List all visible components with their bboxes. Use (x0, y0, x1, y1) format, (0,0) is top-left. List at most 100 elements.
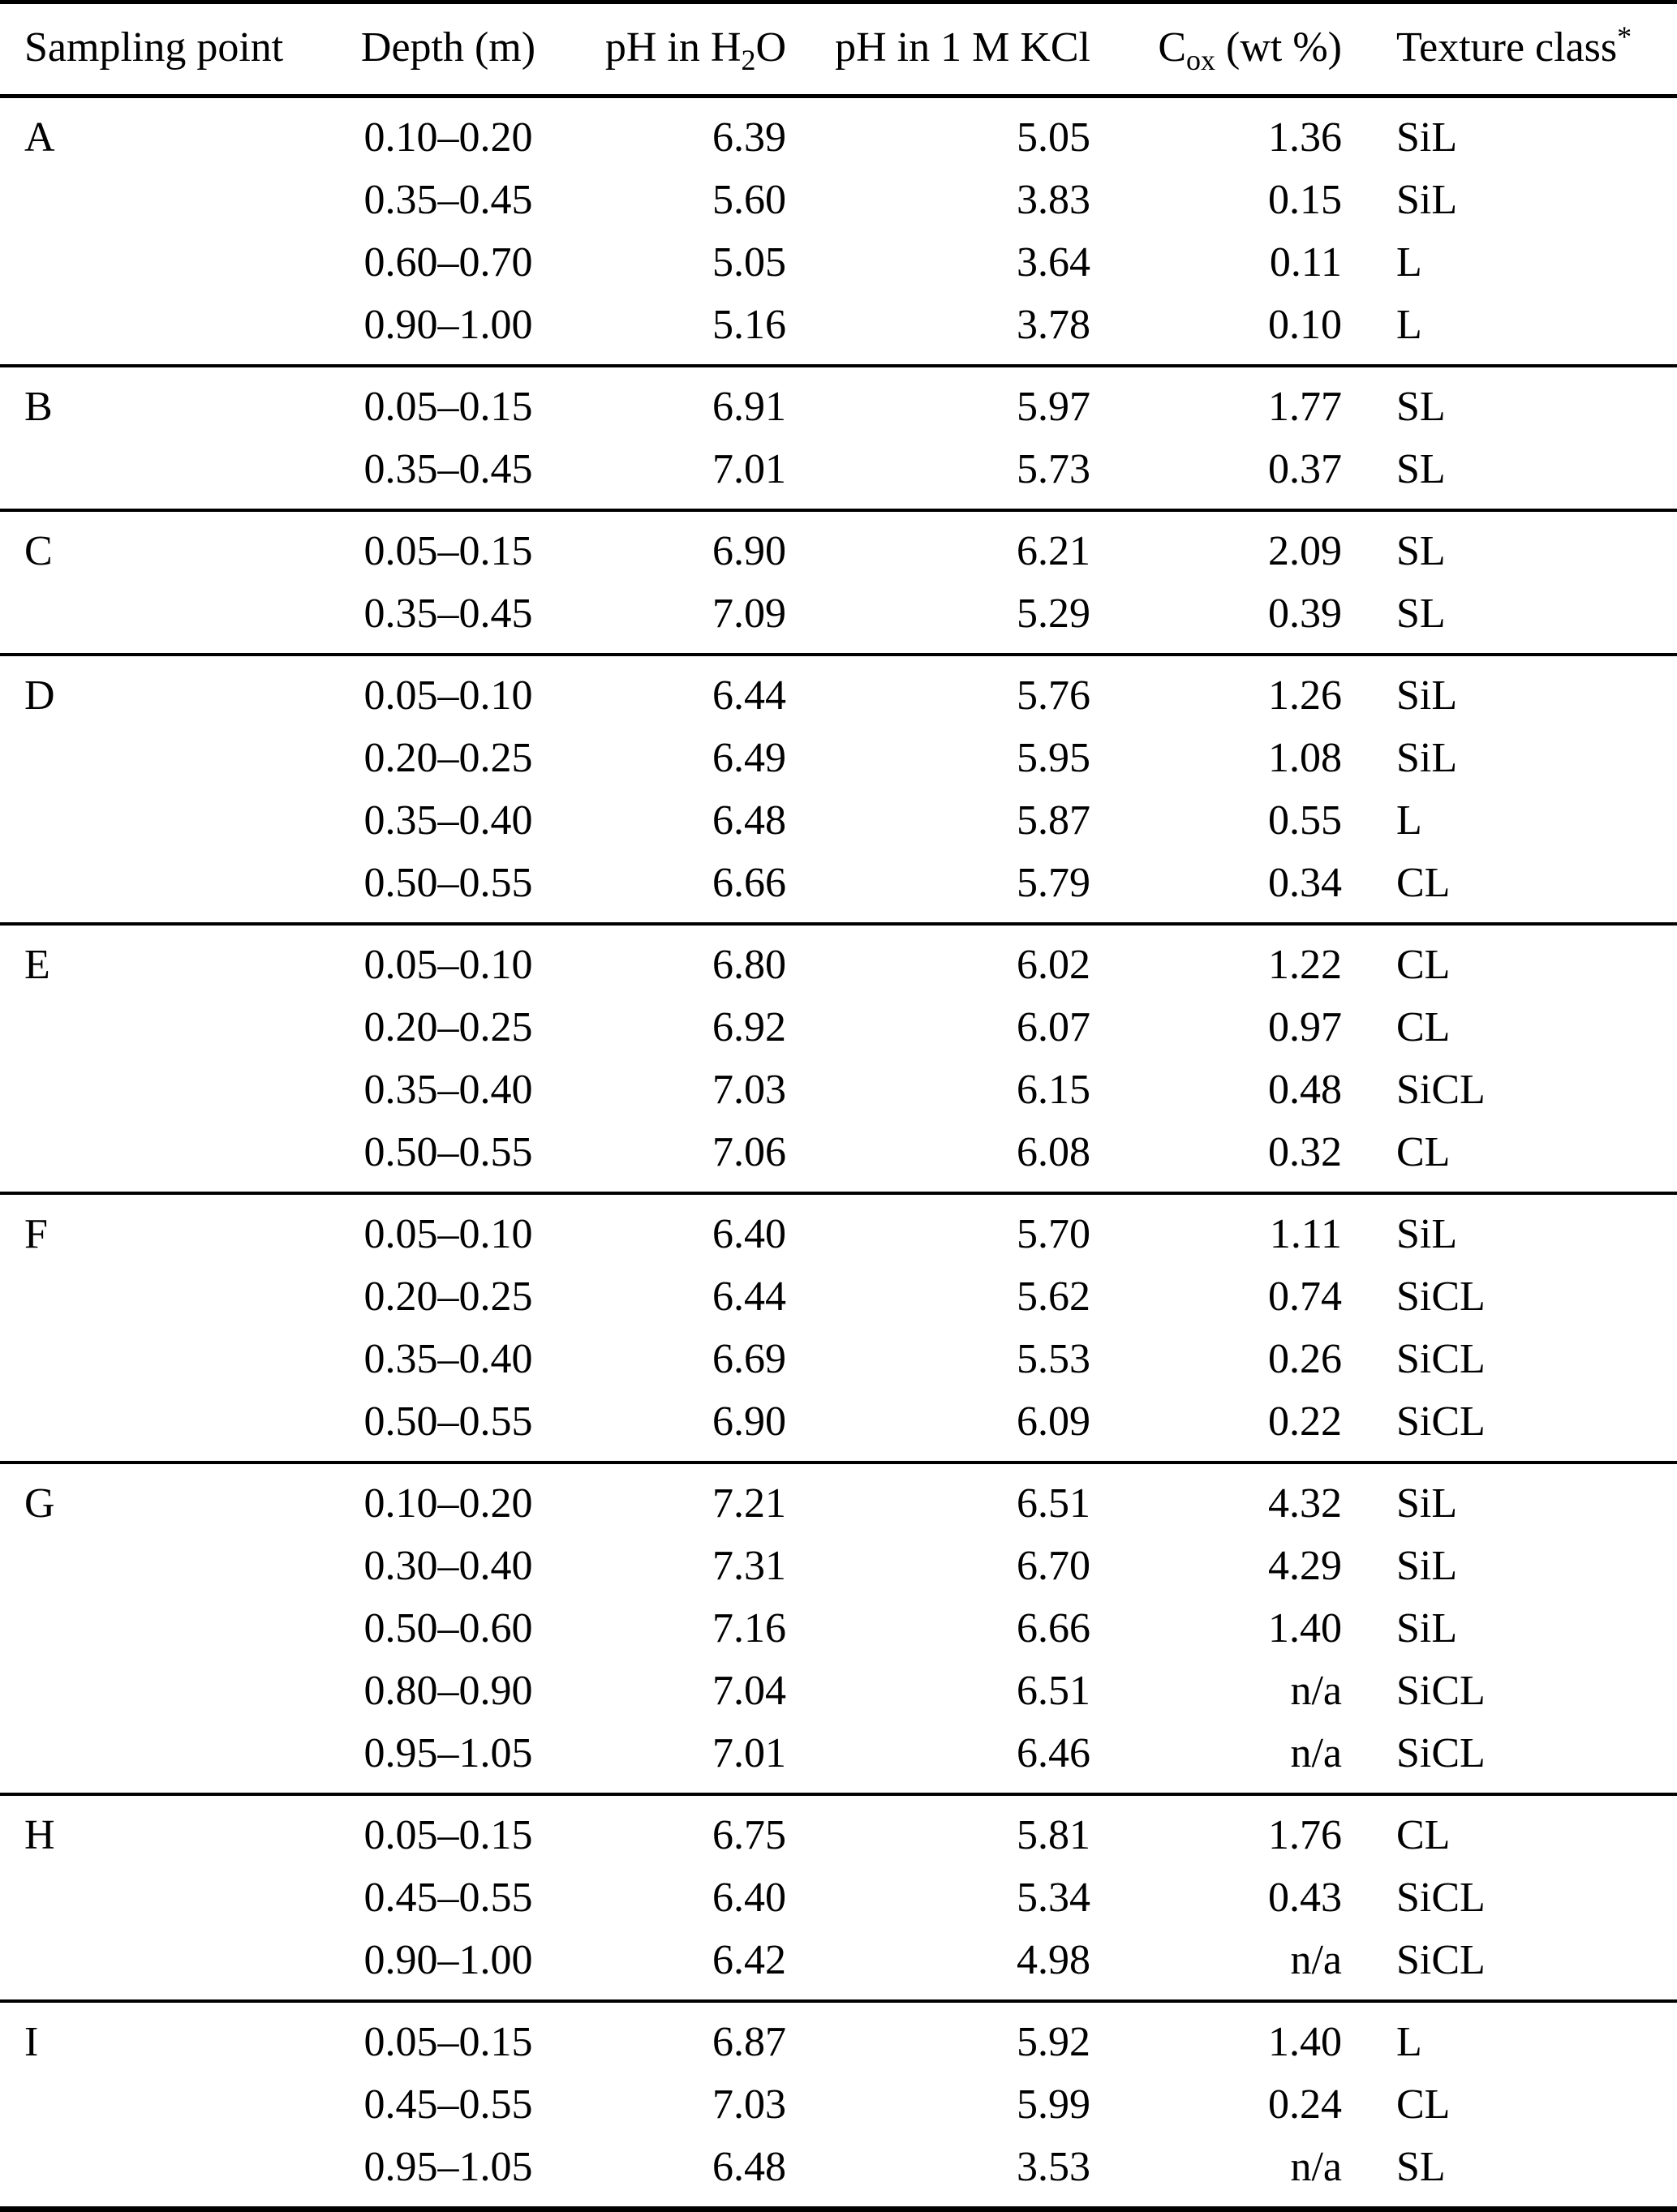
cell-ph-h2o: 7.31 (712, 1543, 786, 1589)
header-text: (wt %) (1215, 24, 1342, 71)
cell-ph-kcl: 5.76 (1017, 672, 1090, 719)
cell-sampling-point (0, 1121, 337, 1193)
cell-ph-h2o: 6.75 (712, 1812, 786, 1858)
cell-texture: CL (1396, 1812, 1451, 1858)
cell-cox: n/a (1290, 1730, 1342, 1776)
group-F: F 0.05–0.10 6.40 5.70 1.11 SiL 0.20–0.25 6.44 5.… (0, 1193, 1677, 1462)
cell-sampling-point (0, 1929, 337, 2001)
cell-depth: 0.45–0.55 (363, 1875, 533, 1921)
cell-cox: 0.55 (1268, 797, 1342, 844)
cell-ph-h2o: 6.87 (712, 2019, 786, 2065)
group-B: B 0.05–0.15 6.91 5.97 1.77 SL 0.35–0.45 7.01 5.7… (0, 366, 1677, 510)
table-row: 0.35–0.45 7.09 5.29 0.39 SL (0, 582, 1677, 655)
cell-ph-h2o: 7.03 (712, 2081, 786, 2128)
cell-ph-kcl: 3.64 (1017, 239, 1090, 286)
cell-ph-h2o: 5.60 (712, 177, 786, 223)
cell-sampling-point (0, 996, 337, 1059)
cell-sampling-point: A (24, 114, 55, 161)
col-header-depth: Depth (m) (337, 2, 560, 97)
header-sub-text: 2 (741, 44, 756, 76)
table-row: F 0.05–0.10 6.40 5.70 1.11 SiL (0, 1193, 1677, 1265)
table-row: 0.35–0.45 7.01 5.73 0.37 SL (0, 438, 1677, 510)
cell-texture: SiL (1396, 735, 1458, 781)
cell-ph-kcl: 5.53 (1017, 1336, 1090, 1382)
cell-ph-kcl: 5.92 (1017, 2019, 1090, 2065)
cell-texture: CL (1396, 1129, 1451, 1175)
cell-ph-h2o: 6.90 (712, 528, 786, 574)
col-header-ph-kcl: pH in 1 M KCl (787, 2, 1091, 97)
cell-cox: 0.11 (1269, 239, 1342, 286)
cell-sampling-point (0, 789, 337, 852)
cell-ph-kcl: 5.97 (1017, 384, 1090, 430)
cell-depth: 0.20–0.25 (363, 735, 533, 781)
cell-cox: 0.34 (1268, 860, 1342, 906)
cell-depth: 0.50–0.60 (363, 1605, 533, 1651)
cell-texture: SiL (1396, 1605, 1458, 1651)
cell-sampling-point (0, 294, 337, 366)
cell-ph-h2o: 6.90 (712, 1398, 786, 1445)
cell-ph-h2o: 7.04 (712, 1668, 786, 1714)
header-text: Sampling point (24, 24, 284, 71)
cell-cox: 0.74 (1268, 1274, 1342, 1320)
cell-ph-kcl: 3.53 (1017, 2144, 1090, 2190)
cell-depth: 0.50–0.55 (363, 1398, 533, 1445)
cell-texture: SiCL (1396, 1274, 1486, 1320)
table-row: 0.20–0.25 6.92 6.07 0.97 CL (0, 996, 1677, 1059)
cell-texture: SiCL (1396, 1336, 1486, 1382)
cell-texture: SiCL (1396, 1875, 1486, 1921)
cell-texture: SL (1396, 2144, 1446, 2190)
cell-ph-kcl: 6.21 (1017, 528, 1090, 574)
cell-texture: SiL (1396, 1480, 1458, 1527)
cell-texture: SiL (1396, 1211, 1458, 1257)
table-row: 0.95–1.05 7.01 6.46 n/a SiCL (0, 1722, 1677, 1794)
header-row: Sampling point Depth (m) pH in H2O pH in 1 … (0, 2, 1677, 97)
cell-ph-kcl: 5.95 (1017, 735, 1090, 781)
cell-texture: SiL (1396, 1543, 1458, 1589)
cell-cox: 0.24 (1268, 2081, 1342, 2128)
cell-cox: 2.09 (1268, 528, 1342, 574)
table-row: 0.80–0.90 7.04 6.51 n/a SiCL (0, 1660, 1677, 1722)
cell-sampling-point: F (24, 1211, 48, 1257)
cell-sampling-point: G (24, 1480, 55, 1527)
header-text: pH in H (604, 24, 742, 71)
cell-depth: 0.35–0.45 (363, 177, 533, 223)
cell-cox: 0.10 (1268, 302, 1342, 348)
cell-sampling-point (0, 231, 337, 294)
group-D: D 0.05–0.10 6.44 5.76 1.26 SiL 0.20–0.25 6.49 5.… (0, 655, 1677, 924)
table-row: 0.50–0.55 6.66 5.79 0.34 CL (0, 852, 1677, 924)
cell-depth: 0.35–0.45 (363, 446, 533, 492)
cell-ph-kcl: 5.99 (1017, 2081, 1090, 2128)
cell-depth: 0.05–0.15 (363, 2019, 533, 2065)
cell-depth: 0.10–0.20 (363, 114, 533, 161)
cell-ph-kcl: 5.81 (1017, 1812, 1090, 1858)
cell-ph-h2o: 6.91 (712, 384, 786, 430)
cell-ph-kcl: 6.15 (1017, 1067, 1090, 1113)
cell-ph-h2o: 6.39 (712, 114, 786, 161)
cell-texture: SiCL (1396, 1937, 1486, 1983)
cell-ph-h2o: 7.21 (712, 1480, 786, 1527)
cell-depth: 0.35–0.40 (363, 1067, 533, 1113)
cell-texture: SiCL (1396, 1067, 1486, 1113)
cell-cox: n/a (1290, 1937, 1342, 1983)
table-row: 0.35–0.40 7.03 6.15 0.48 SiCL (0, 1059, 1677, 1121)
table-row: 0.95–1.05 6.48 3.53 n/a SL (0, 2136, 1677, 2210)
cell-cox: 1.08 (1268, 735, 1342, 781)
cell-depth: 0.05–0.15 (363, 384, 533, 430)
cell-texture: CL (1396, 860, 1451, 906)
cell-ph-h2o: 7.16 (712, 1605, 786, 1651)
cell-ph-h2o: 5.16 (712, 302, 786, 348)
header-sup-text: * (1617, 20, 1632, 53)
table-header: Sampling point Depth (m) pH in H2O pH in 1 … (0, 2, 1677, 97)
cell-ph-h2o: 6.44 (712, 672, 786, 719)
cell-texture: SiCL (1396, 1398, 1486, 1445)
table-row: 0.30–0.40 7.31 6.70 4.29 SiL (0, 1535, 1677, 1597)
cell-ph-h2o: 6.92 (712, 1004, 786, 1050)
cell-ph-kcl: 5.87 (1017, 797, 1090, 844)
cell-cox: 1.36 (1268, 114, 1342, 161)
cell-depth: 0.10–0.20 (363, 1480, 533, 1527)
cell-ph-kcl: 6.08 (1017, 1129, 1090, 1175)
cell-ph-kcl: 5.62 (1017, 1274, 1090, 1320)
group-I: I 0.05–0.15 6.87 5.92 1.40 L 0.45–0.55 7.03 5.99… (0, 2001, 1677, 2210)
table-row: 0.50–0.55 6.90 6.09 0.22 SiCL (0, 1390, 1677, 1462)
cell-ph-kcl: 5.73 (1017, 446, 1090, 492)
